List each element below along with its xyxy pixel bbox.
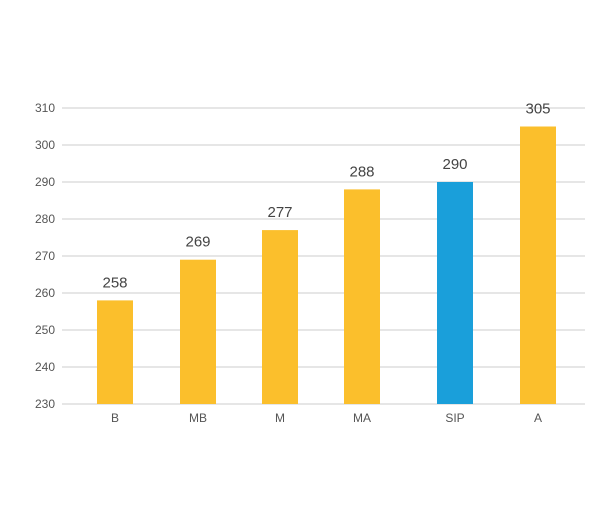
x-tick-label-a: A [534,411,542,425]
value-label-sip: 290 [442,156,467,173]
x-tick-label-mb: MB [189,411,207,425]
x-tick-label-m: M [275,411,285,425]
y-tick-label: 280 [35,212,55,226]
value-label-m: 277 [267,204,292,221]
x-tick-label-sip: SIP [445,411,464,425]
y-tick-label: 290 [35,175,55,189]
y-tick-label: 260 [35,286,55,300]
y-tick-label: 240 [35,360,55,374]
x-tick-label-ma: MA [353,411,371,425]
bar-b [97,300,133,404]
bar-mb [180,259,216,404]
bar-ma [344,189,380,404]
x-axis-labels: B MB M MA SIP A [111,411,542,425]
bar-m [262,230,298,404]
y-tick-label: 310 [35,101,55,115]
x-tick-label-b: B [111,411,119,425]
bar-sip [437,182,473,404]
value-label-a: 305 [525,101,550,118]
y-tick-label: 230 [35,397,55,411]
value-labels: 258 269 277 288 290 305 [102,101,550,292]
bar-a [520,126,556,404]
bars [97,126,556,404]
y-axis-ticks: 230 240 250 260 270 280 290 300 310 [35,101,55,411]
gridlines [62,107,585,405]
y-tick-label: 250 [35,323,55,337]
value-label-b: 258 [102,274,127,291]
y-tick-label: 300 [35,138,55,152]
y-tick-label: 270 [35,249,55,263]
value-label-ma: 288 [349,163,374,180]
value-label-mb: 269 [185,234,210,251]
